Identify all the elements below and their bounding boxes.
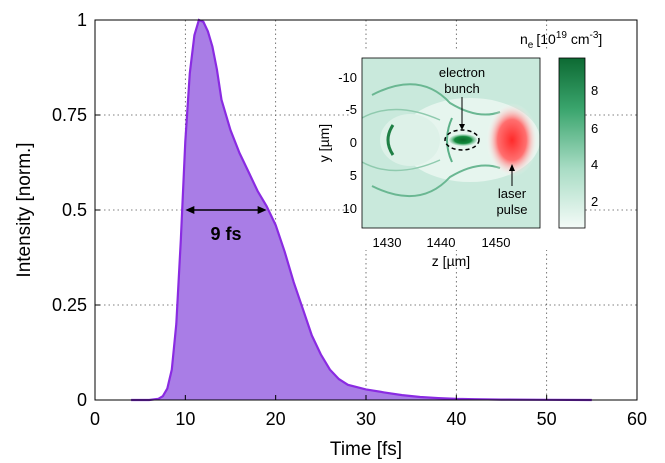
annotation-bunch-arrowhead [459, 124, 465, 130]
inset-heatmap: 1430 1440 1450 -10 -5 0 5 10 z [µm] y [µm] elec… [316, 30, 602, 269]
rear-ring [386, 124, 395, 156]
y-axis-label: Intensity [norm.] [14, 142, 35, 277]
x-tick-label: 30 [356, 409, 376, 429]
y-tick-label: 0.25 [52, 295, 87, 315]
front-ring [446, 117, 453, 163]
intensity-area [131, 20, 592, 400]
y-tick-label: 0.75 [52, 105, 87, 125]
annotation-bunch: bunch [444, 81, 479, 96]
wake-filament-lower2 [362, 159, 441, 172]
inset-y-tick-label: 10 [343, 201, 357, 216]
colorbar-tick-label: 8 [591, 83, 598, 98]
x-axis-label: Time [fs] [330, 439, 402, 460]
x-tick-label: 0 [90, 409, 100, 429]
fwhm-arrowhead-left [185, 206, 195, 214]
x-tick-label: 50 [537, 409, 557, 429]
inset-y-tick-label: 5 [350, 168, 357, 183]
y-tick-label: 0.5 [62, 200, 87, 220]
electron-bunch [449, 134, 477, 146]
fwhm-marker: 9 fs [185, 206, 267, 244]
inset-x-tick-label: 1450 [482, 235, 511, 250]
x-tick-label: 40 [446, 409, 466, 429]
intensity-line [131, 18, 592, 402]
wake-filament-upper2 [362, 108, 441, 121]
colorbar-tick-label: 6 [591, 121, 598, 136]
inset-x-tick-label: 1430 [373, 235, 402, 250]
annotation-pulse: pulse [496, 202, 527, 217]
inset-x-label: z [µm] [432, 253, 470, 269]
annotation-electron: electron [439, 65, 485, 80]
x-tick-label: 20 [266, 409, 286, 429]
colorbar-tick-label: 4 [591, 157, 598, 172]
colorbar [558, 57, 586, 229]
laser-pulse [486, 103, 538, 177]
annotation-laser: laser [498, 186, 527, 201]
inset-y-tick-label: -10 [338, 70, 357, 85]
annotation-laser-arrowhead [509, 164, 515, 171]
inset-frame [361, 57, 541, 229]
x-tick-label: 10 [175, 409, 195, 429]
y-tick-label: 1 [77, 10, 87, 30]
rear-bubble [380, 114, 440, 166]
colorbar-label: ne [1019 cm-3] [520, 30, 602, 51]
fwhm-label: 9 fs [210, 224, 241, 244]
x-tick-label: 60 [627, 409, 647, 429]
inset-y-tick-label: 0 [350, 135, 357, 150]
inset-y-tick-label: -5 [345, 102, 357, 117]
inset-x-tick-label: 1440 [427, 235, 456, 250]
wake-filament-upper [371, 83, 501, 116]
colorbar-tick-label: 2 [591, 194, 598, 209]
wake-filament-lower [371, 164, 501, 198]
inset-y-label: y [µm] [316, 124, 332, 162]
fwhm-arrowhead-right [257, 206, 267, 214]
y-tick-label: 0 [77, 390, 87, 410]
